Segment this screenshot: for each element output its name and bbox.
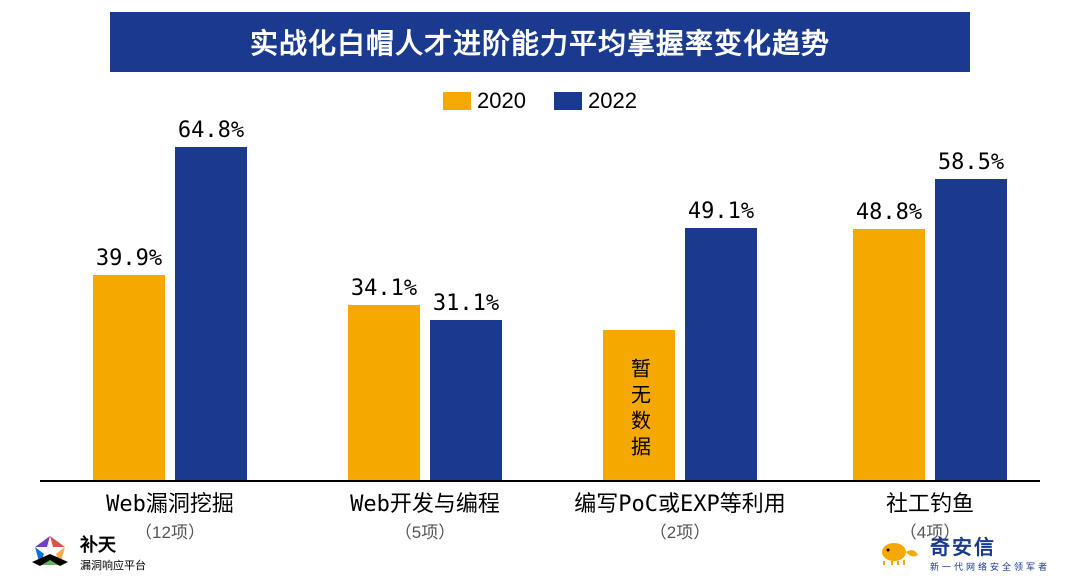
title-bar: 实战化白帽人才进阶能力平均掌握率变化趋势 [110,12,970,72]
category-name: Web漏洞挖掘 [45,486,295,518]
nodata-label: 暂无数据 [603,330,675,480]
bar-rect-2020 [853,229,925,480]
bar-2020: 34.1% [348,276,420,480]
bar-value-label: 58.5% [938,150,1004,175]
chart-title: 实战化白帽人才进阶能力平均掌握率变化趋势 [250,22,830,62]
legend-swatch-2020 [443,92,471,110]
footer-right-logo: 奇安信 新一代网络安全领军者 [878,531,1050,573]
bar-group: 39.9% 64.8% [60,118,280,480]
bar-rect-2022 [175,147,247,480]
butian-title: 补天 [80,531,146,557]
bar-2022: 64.8% [175,118,247,480]
bar-rect-2020 [93,275,165,480]
bar-rect-2020 [348,305,420,480]
bar-value-label: 39.9% [96,246,162,271]
category-label: Web开发与编程（5项） [300,486,550,543]
bar-value-label: 34.1% [351,276,417,301]
bar-2022: 49.1% [685,199,757,481]
bar-group: 48.8% 58.5% [820,150,1040,480]
category-name: Web开发与编程 [300,486,550,518]
category-sub: （5项） [300,518,550,543]
butian-sub: 漏洞响应平台 [80,557,146,573]
butian-text: 补天 漏洞响应平台 [80,531,146,573]
legend-label-2020: 2020 [477,88,526,114]
category-name: 社工钓鱼 [805,486,1055,518]
legend-item-2022: 2022 [554,88,637,114]
bar-value-label: 31.1% [433,291,499,316]
legend: 2020 2022 [0,88,1080,114]
category-name: 编写PoC或EXP等利用 [555,486,805,518]
bar-value-label: 48.8% [856,200,922,225]
bar-rect-2022 [685,228,757,481]
qianxin-title: 奇安信 [930,531,996,560]
legend-item-2020: 2020 [443,88,526,114]
bar-value-label: 49.1% [688,199,754,224]
bar-2020: 48.8% [853,200,925,480]
bar-2020-nodata: 暂无数据 [603,330,675,480]
qianxin-text: 奇安信 新一代网络安全领军者 [930,531,1050,573]
bar-group: 暂无数据 49.1% [570,199,790,481]
bar-rect-2022 [430,320,502,480]
x-axis-baseline [40,480,1040,482]
legend-label-2022: 2022 [588,88,637,114]
bar-2022: 31.1% [430,291,502,480]
footer-left-logo: 补天 漏洞响应平台 [30,531,146,573]
legend-swatch-2022 [554,92,582,110]
butian-star-icon [30,532,70,572]
bar-rect-2022 [935,179,1007,480]
category-label: 编写PoC或EXP等利用（2项） [555,486,805,543]
qianxin-icon [878,537,922,567]
bar-2022: 58.5% [935,150,1007,480]
bar-2020: 39.9% [93,246,165,480]
qianxin-sub: 新一代网络安全领军者 [930,560,1050,573]
category-sub: （2项） [555,518,805,543]
chart-area: 39.9% 64.8% 34.1% 31.1% 暂无数据 49.1% 48.8% 58.5% [40,120,1040,480]
bar-group: 34.1% 31.1% [315,276,535,480]
bar-value-label: 64.8% [178,118,244,143]
